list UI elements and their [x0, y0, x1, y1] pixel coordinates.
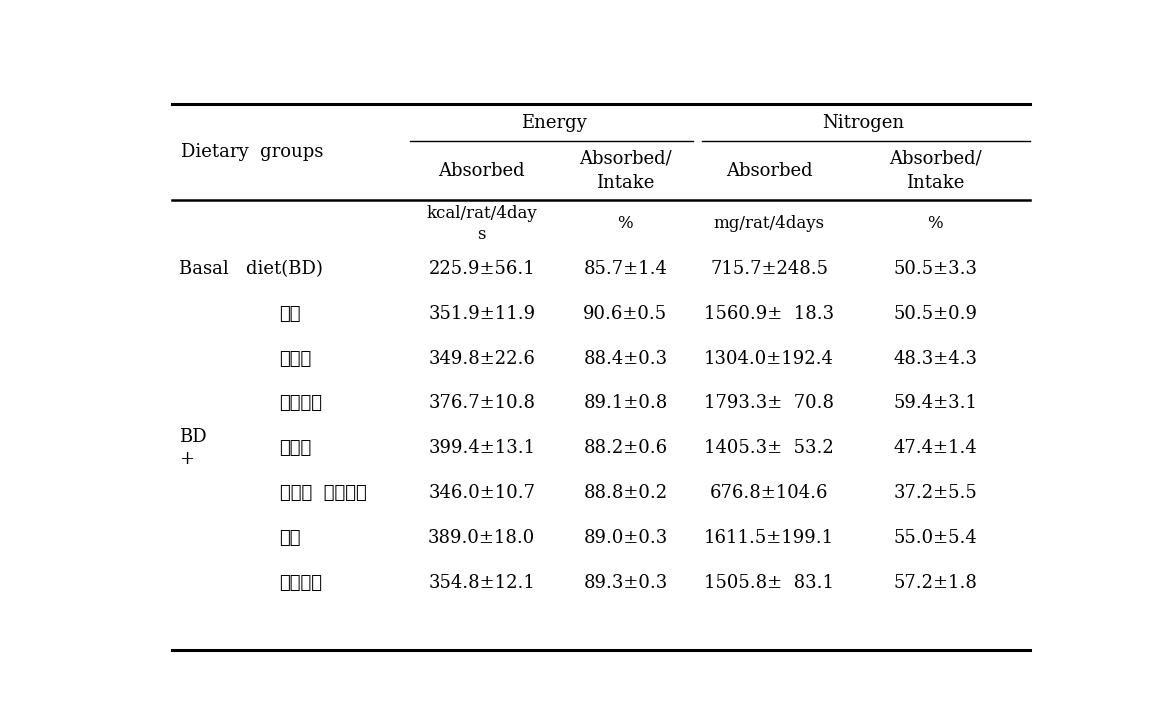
Text: 1304.0±192.4: 1304.0±192.4: [705, 350, 834, 368]
Text: 돈가스: 돈가스: [279, 350, 312, 368]
Text: Absorbed: Absorbed: [726, 162, 812, 179]
Text: Dietary  groups: Dietary groups: [181, 143, 323, 162]
Text: BD
+: BD +: [178, 428, 206, 469]
Text: 프렌치  프라이드: 프렌치 프라이드: [279, 484, 366, 502]
Text: 스파게티: 스파게티: [279, 574, 322, 591]
Text: 55.0±5.4: 55.0±5.4: [894, 529, 977, 547]
Text: 37.2±5.5: 37.2±5.5: [894, 484, 977, 502]
Text: 88.4±0.3: 88.4±0.3: [583, 350, 668, 368]
Text: 88.2±0.6: 88.2±0.6: [583, 440, 668, 457]
Text: %: %: [927, 215, 943, 232]
Text: 349.8±22.6: 349.8±22.6: [429, 350, 535, 368]
Text: kcal/rat/4day
s: kcal/rat/4day s: [427, 205, 537, 242]
Text: 50.5±0.9: 50.5±0.9: [894, 305, 977, 323]
Text: 351.9±11.9: 351.9±11.9: [428, 305, 535, 323]
Text: Energy: Energy: [520, 113, 586, 132]
Text: 47.4±1.4: 47.4±1.4: [894, 440, 977, 457]
Text: 스테이크: 스테이크: [279, 394, 322, 413]
Text: 50.5±3.3: 50.5±3.3: [894, 260, 977, 278]
Text: 389.0±18.0: 389.0±18.0: [428, 529, 535, 547]
Text: 85.7±1.4: 85.7±1.4: [583, 260, 668, 278]
Text: 1405.3±  53.2: 1405.3± 53.2: [705, 440, 834, 457]
Text: 피자: 피자: [279, 529, 301, 547]
Text: 399.4±13.1: 399.4±13.1: [428, 440, 535, 457]
Text: 59.4±3.1: 59.4±3.1: [894, 394, 977, 413]
Text: 89.0±0.3: 89.0±0.3: [583, 529, 668, 547]
Text: 1560.9±  18.3: 1560.9± 18.3: [704, 305, 834, 323]
Text: mg/rat/4days: mg/rat/4days: [714, 215, 825, 232]
Text: Basal   diet(BD): Basal diet(BD): [178, 260, 323, 278]
Text: 치킨: 치킨: [279, 305, 301, 323]
Text: 48.3±4.3: 48.3±4.3: [894, 350, 977, 368]
Text: 346.0±10.7: 346.0±10.7: [428, 484, 535, 502]
Text: 햄버거: 햄버거: [279, 440, 312, 457]
Text: 89.1±0.8: 89.1±0.8: [583, 394, 668, 413]
Text: 57.2±1.8: 57.2±1.8: [894, 574, 977, 591]
Text: 88.8±0.2: 88.8±0.2: [583, 484, 668, 502]
Text: 1793.3±  70.8: 1793.3± 70.8: [705, 394, 834, 413]
Text: Absorbed/
Intake: Absorbed/ Intake: [889, 150, 982, 191]
Text: 90.6±0.5: 90.6±0.5: [583, 305, 668, 323]
Text: 1611.5±199.1: 1611.5±199.1: [704, 529, 834, 547]
Text: Absorbed: Absorbed: [438, 162, 525, 179]
Text: 376.7±10.8: 376.7±10.8: [428, 394, 535, 413]
Text: Nitrogen: Nitrogen: [823, 113, 904, 132]
Text: %: %: [618, 215, 633, 232]
Text: 89.3±0.3: 89.3±0.3: [583, 574, 668, 591]
Text: Absorbed/
Intake: Absorbed/ Intake: [580, 150, 672, 191]
Text: 715.7±248.5: 715.7±248.5: [710, 260, 829, 278]
Text: 676.8±104.6: 676.8±104.6: [710, 484, 829, 502]
Text: 354.8±12.1: 354.8±12.1: [429, 574, 535, 591]
Text: 1505.8±  83.1: 1505.8± 83.1: [705, 574, 834, 591]
Text: 225.9±56.1: 225.9±56.1: [429, 260, 535, 278]
